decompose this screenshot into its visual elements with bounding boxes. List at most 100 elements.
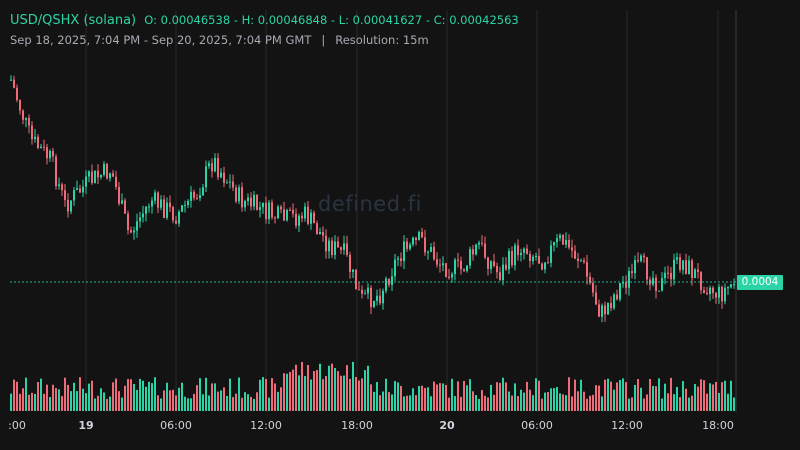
volume-bar (178, 387, 180, 411)
volume-bar (88, 383, 90, 411)
volume-bar (640, 387, 642, 411)
volume-bar (337, 371, 339, 411)
volume-bar (580, 379, 582, 411)
volume-bar (253, 398, 255, 411)
volume-bar (361, 378, 363, 411)
candle-body (643, 255, 645, 258)
volume-bar (475, 395, 477, 411)
candle-body (238, 187, 240, 202)
candle-body (121, 200, 123, 204)
candle-body (631, 271, 633, 274)
candle-body (214, 157, 216, 172)
candle-body (52, 150, 54, 157)
volume-bar (622, 378, 624, 411)
volume-bar (553, 388, 555, 411)
candle-body (475, 244, 477, 255)
volume-bar (652, 385, 654, 411)
volume-bar (703, 380, 705, 411)
candle-body (106, 163, 108, 179)
candle-body (466, 265, 468, 271)
candle-body (355, 269, 357, 290)
candle-body (715, 292, 717, 298)
candle-body (565, 239, 567, 245)
candle-body (352, 269, 354, 273)
candle-body (229, 181, 231, 183)
volume-bar (148, 381, 150, 411)
candle-body (325, 235, 327, 252)
volume-bar (520, 389, 522, 411)
volume-bar (343, 375, 345, 411)
volume-bar (49, 397, 51, 411)
x-tick-label: 06:00 (160, 419, 192, 432)
candle-body (484, 243, 486, 258)
volume-bar (634, 385, 636, 411)
volume-bar (670, 377, 672, 411)
candle-body (691, 260, 693, 279)
volume-bar (370, 384, 372, 411)
candle-body (388, 278, 390, 285)
volume-bar (595, 385, 597, 411)
volume-bar (217, 391, 219, 411)
candle-body (94, 170, 96, 184)
volume-bar (550, 388, 552, 411)
volume-bar (94, 398, 96, 411)
volume-bar (616, 382, 618, 411)
volume-bar (37, 381, 39, 411)
volume-bar (631, 397, 633, 411)
candle-body (412, 237, 414, 245)
volume-bar (409, 395, 411, 411)
volume-bar (244, 392, 246, 411)
volume-bar (718, 393, 720, 411)
candle-body (217, 157, 219, 178)
candle-body (580, 260, 582, 262)
volume-bar (19, 393, 21, 411)
volume-bar (238, 377, 240, 411)
volume-bar (373, 391, 375, 411)
current-price-tag: 0.0004 (737, 275, 783, 290)
candle-body (622, 282, 624, 284)
volume-bar (646, 394, 648, 411)
candle-body (82, 186, 84, 193)
candle-body (559, 235, 561, 239)
candle-body (682, 260, 684, 270)
candle-body (307, 206, 309, 224)
candle-body (655, 277, 657, 291)
candle-body (79, 188, 81, 193)
candle-body (574, 250, 576, 259)
volume-bar (397, 382, 399, 411)
volume-bar (511, 395, 513, 411)
candle-body (253, 194, 255, 207)
candle-body (37, 136, 39, 149)
volume-bar (547, 392, 549, 411)
candle-body (604, 305, 606, 315)
volume-bar (223, 387, 225, 411)
candle-body (616, 294, 618, 300)
candle-body (538, 256, 540, 264)
volume-bar (250, 396, 252, 411)
volume-bar (571, 396, 573, 411)
candle-body (508, 250, 510, 270)
date-range: Sep 18, 2025, 7:04 PM - Sep 20, 2025, 7:… (10, 33, 312, 47)
candle-body (139, 217, 141, 222)
volume-bar (532, 395, 534, 411)
volume-bar (328, 365, 330, 411)
volume-bar (556, 387, 558, 411)
candle-body (403, 241, 405, 262)
candle-body (652, 277, 654, 285)
volume-bar (109, 396, 111, 411)
volume-bar (439, 383, 441, 411)
candle-body (454, 259, 456, 275)
candle-body (100, 174, 102, 178)
volume-bar (607, 378, 609, 411)
candle-body (70, 200, 72, 212)
x-tick-label: 12:00 (250, 419, 282, 432)
candle-body (235, 187, 237, 202)
volume-bar (349, 378, 351, 411)
volume-bar (211, 383, 213, 411)
volume-bar (40, 378, 42, 411)
candle-body (202, 187, 204, 196)
volume-bar (715, 381, 717, 411)
volume-bar (451, 378, 453, 411)
volume-bar (307, 364, 309, 411)
